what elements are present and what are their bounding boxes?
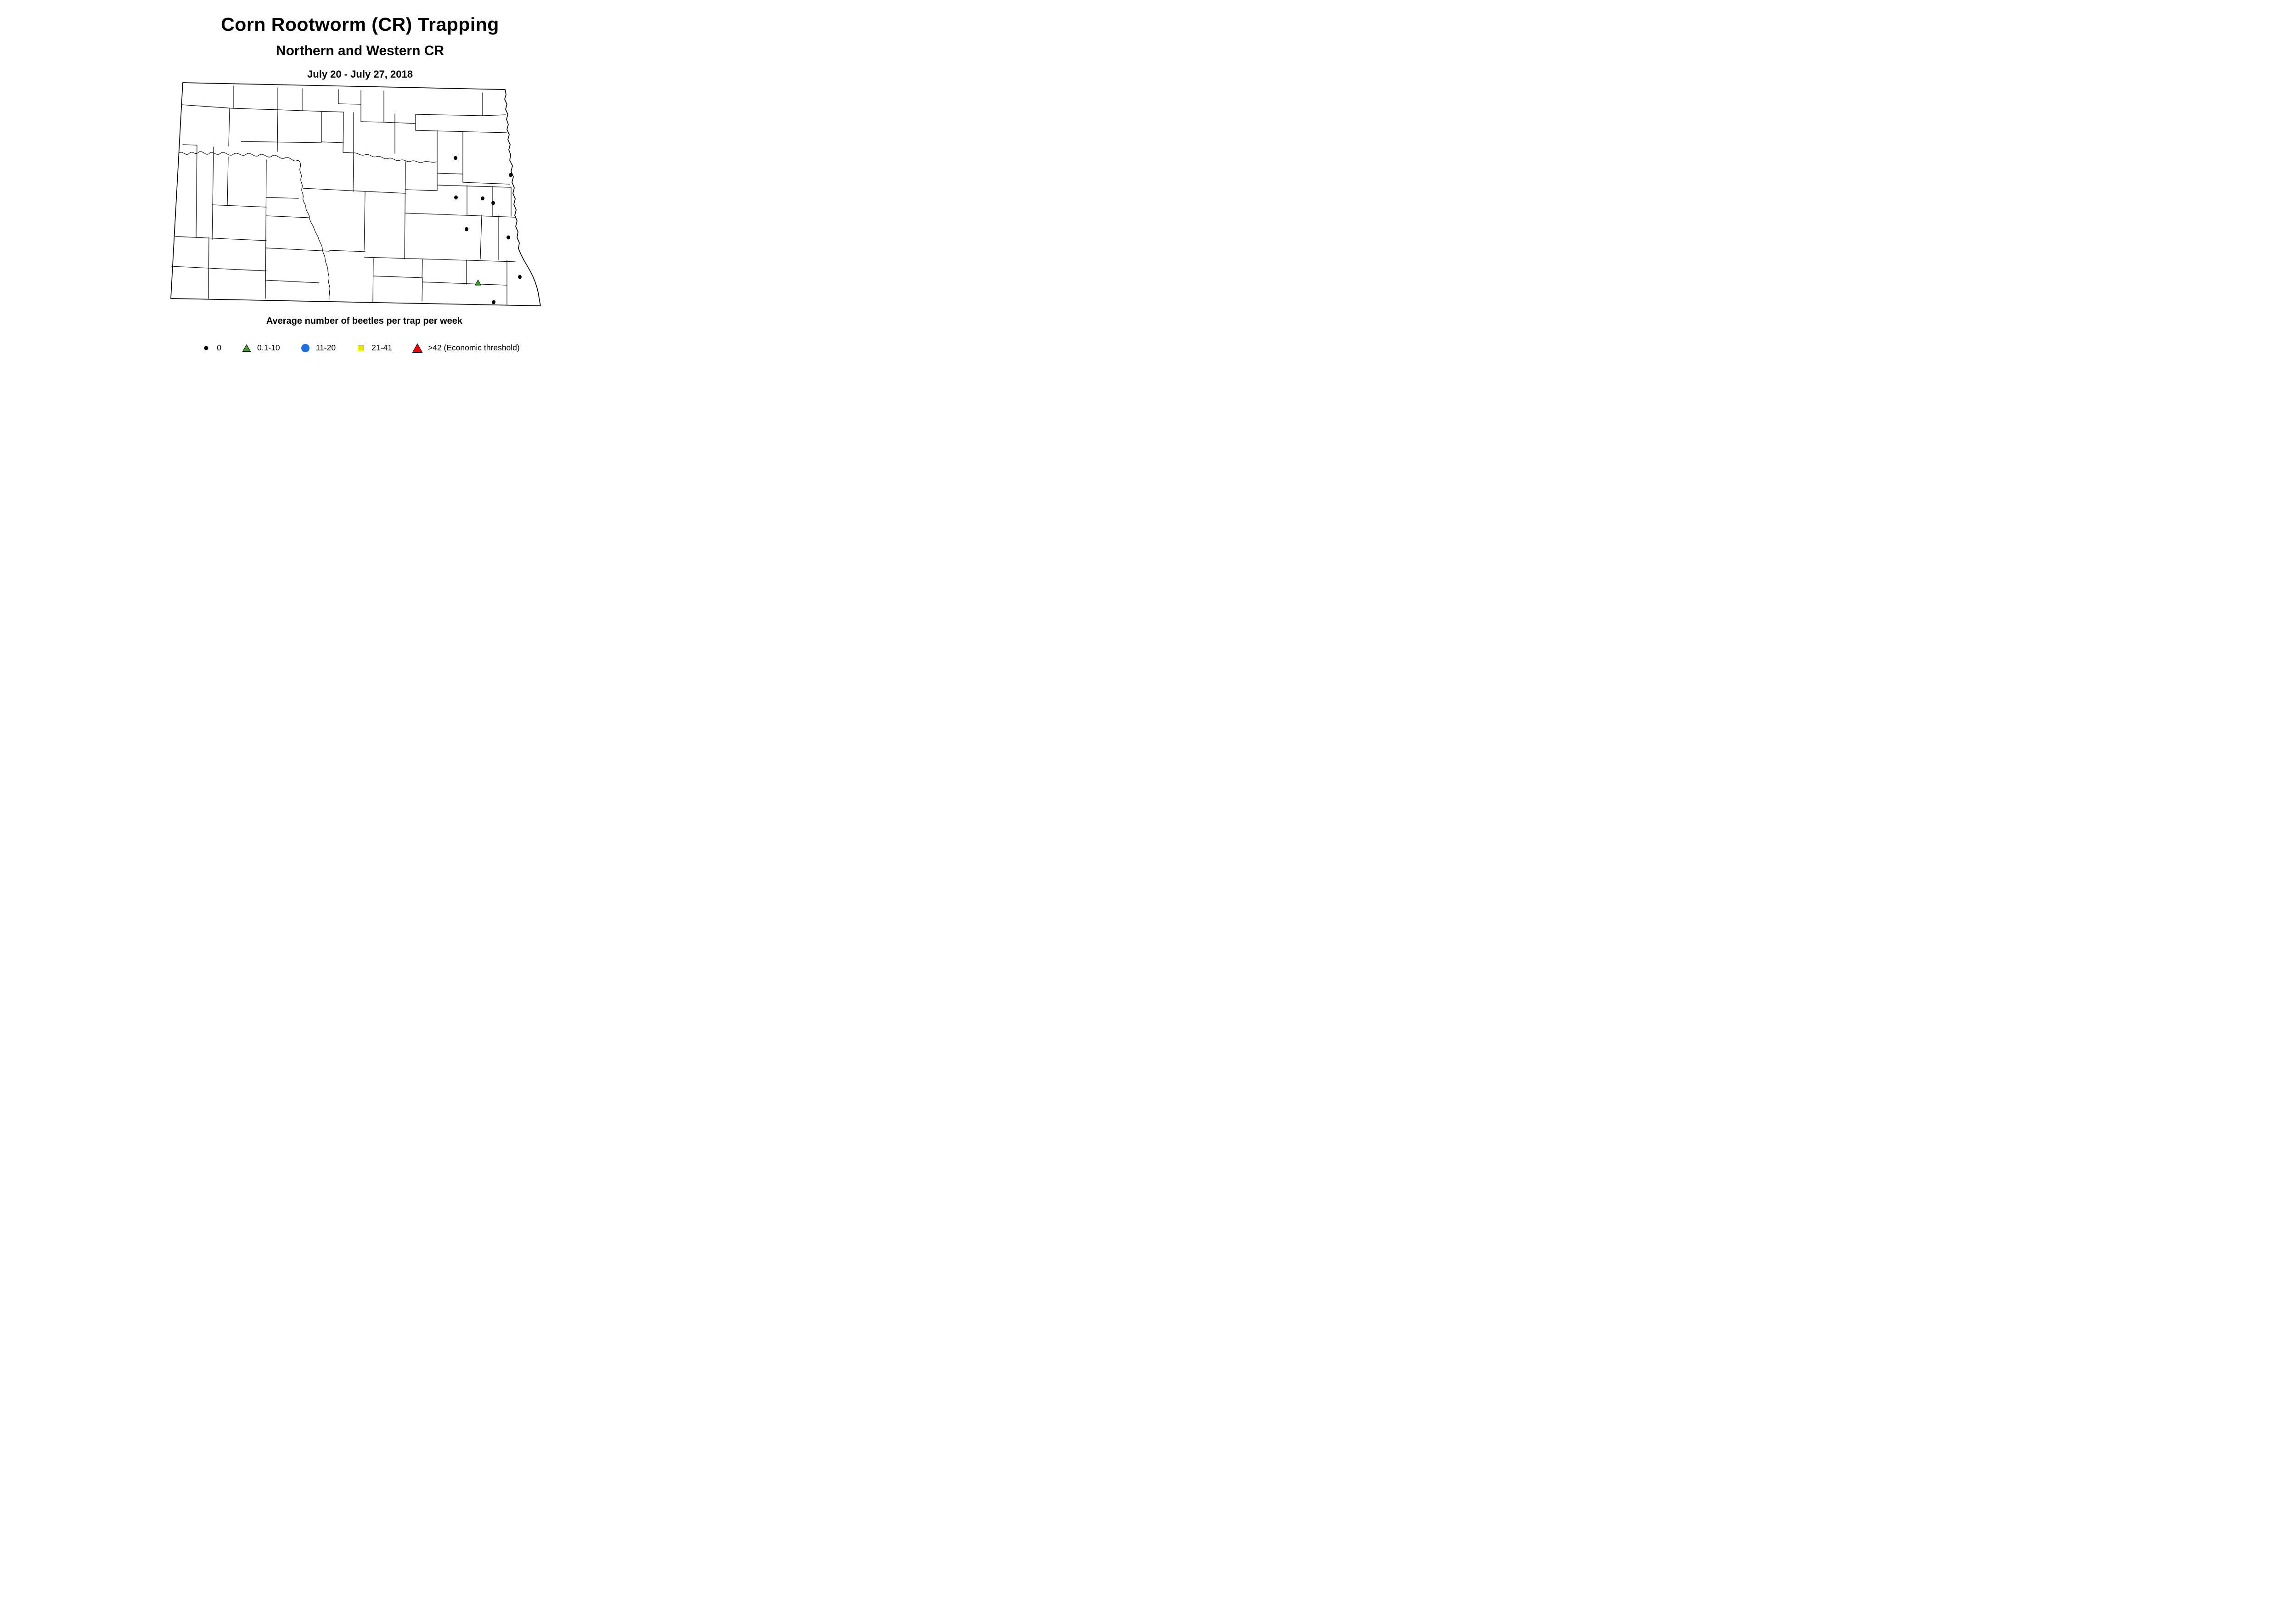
map-point-0: [509, 173, 512, 177]
legend: 0 0.1-10 11-20 21-41 >42 (Economic threshold…: [0, 338, 720, 357]
map-point-0: [481, 196, 484, 201]
triangle-icon: [412, 343, 423, 353]
dot-icon: [204, 346, 208, 350]
legend-label: 0: [217, 343, 221, 352]
map-point-0: [506, 235, 510, 240]
legend-label: 0.1-10: [257, 343, 280, 352]
nd-county-map: [0, 0, 720, 379]
missouri-river-line: [178, 151, 331, 300]
circle-icon: [301, 344, 310, 352]
map-point-0: [518, 275, 522, 279]
page-subtitle: Northern and Western CR: [276, 43, 445, 58]
square-icon: [358, 345, 365, 351]
legend-label: 21-41: [371, 343, 392, 352]
page-title: Corn Rootworm (CR) Trapping: [221, 14, 499, 35]
legend-item-0.1-10: 0.1-10: [241, 342, 280, 354]
map-point-0: [454, 156, 457, 160]
legend-label: 11-20: [315, 343, 336, 352]
map-point-0.1-10: [474, 279, 482, 286]
legend-label: >42 (Economic threshold): [428, 343, 520, 352]
county-boundaries: [171, 85, 516, 305]
legend-item-11-20: 11-20: [299, 342, 336, 354]
legend-item-21-41: 21-41: [355, 342, 392, 354]
map-point-0: [492, 300, 495, 304]
date-range: July 20 - July 27, 2018: [307, 68, 413, 80]
legend-item-0: 0: [200, 342, 221, 354]
state-outline: [170, 82, 541, 306]
map-point-0: [454, 195, 458, 200]
legend-title: Average number of beetles per trap per w…: [266, 316, 462, 326]
map-point-0: [465, 227, 468, 231]
legend-item->42Economicthreshold: >42 (Economic threshold): [411, 342, 520, 354]
map-point-0: [491, 201, 495, 205]
nd-county-map-svg: [170, 82, 541, 306]
map-markers: [454, 156, 522, 304]
triangle-icon: [242, 344, 251, 352]
